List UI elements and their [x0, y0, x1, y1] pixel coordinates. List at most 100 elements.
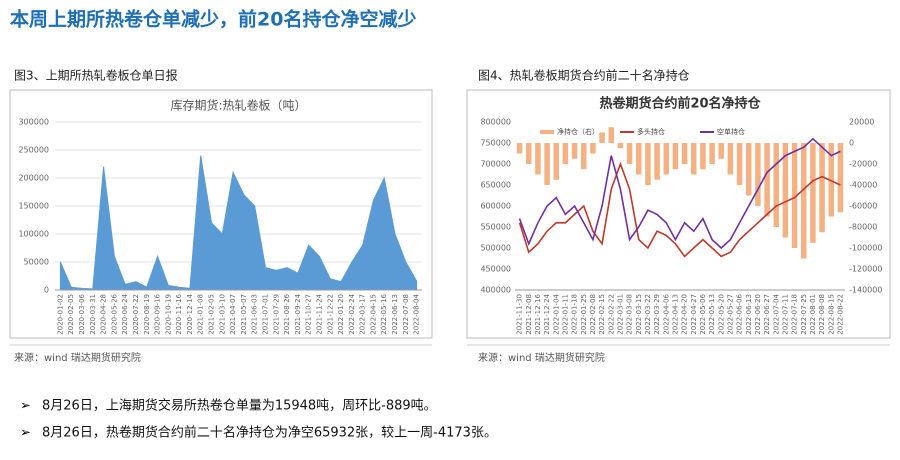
x-tick-label: 2020-06-24	[121, 293, 129, 334]
x-tick-label: 2022-01-20	[337, 294, 345, 335]
bar	[544, 143, 550, 185]
x-tick-label: 2020-05-26	[110, 293, 118, 334]
legend-label: 空单持仓	[717, 127, 745, 136]
x-tick-label: 2022-08-22	[836, 294, 844, 335]
x-tick-label: 2020-01-02	[56, 294, 64, 335]
figure-caption: 图4、热轧卷板期货合约前二十名净持仓	[478, 68, 690, 83]
x-tick-label: 2022-04-13	[671, 294, 679, 335]
bar	[626, 143, 633, 164]
bar	[718, 143, 724, 159]
x-tick-label: 2022-05-06	[699, 293, 707, 334]
x-tick-label: 2022-04-06	[662, 293, 670, 334]
bullet-icon: ➢	[20, 399, 31, 414]
bar	[526, 143, 532, 164]
bar	[590, 143, 596, 154]
bar	[672, 143, 679, 170]
y-tick-label: 500000	[480, 244, 511, 253]
x-tick-label: 2022-06-27	[763, 294, 771, 335]
x-tick-label: 2022-07-18	[791, 294, 799, 335]
source: 来源：wind 瑞达期货研究院	[478, 351, 605, 364]
x-tick-label: 2020-12-14	[186, 293, 194, 334]
x-tick-label: 2022-01-25	[580, 294, 588, 335]
x-tick-label: 2022-03-01	[616, 294, 624, 335]
y-tick-label: 0	[44, 286, 49, 295]
x-tick-label: 2021-11-30	[516, 294, 524, 335]
bar	[819, 143, 825, 233]
x-tick-label: 2022-05-20	[717, 294, 725, 335]
x-tick-label: 2022-02-15	[598, 294, 606, 335]
x-tick-label: 2022-07-11	[781, 294, 789, 335]
bar	[663, 143, 669, 175]
bar	[746, 143, 752, 196]
y-tick-label: 600000	[480, 202, 511, 211]
x-tick-label: 2022-08-08	[818, 294, 826, 335]
y-tick-label: 300000	[18, 118, 49, 127]
x-tick-label: 2020-07-22	[132, 294, 140, 335]
x-tick-label: 2022-02-08	[589, 294, 597, 335]
x-tick-label: 2022-02-24	[348, 293, 356, 334]
x-tick-label: 2022-04-20	[681, 294, 689, 335]
x-tick-label: 2022-05-13	[708, 294, 716, 335]
bar	[617, 143, 624, 149]
chart-frame	[9, 89, 433, 339]
x-tick-label: 2020-03-31	[89, 294, 97, 335]
x-tick-label: 2022-06-20	[754, 294, 762, 335]
x-tick-label: 2020-02-05	[67, 294, 75, 335]
bar	[562, 143, 569, 164]
x-tick-label: 2021-09-24	[294, 293, 302, 334]
x-tick-label: 2021-04-07	[229, 294, 237, 335]
chart-title: 库存期货:热轧卷板（吨）	[170, 98, 306, 113]
x-tick-label: 2020-11-16	[175, 293, 183, 334]
bar	[700, 143, 706, 170]
bar	[654, 143, 660, 180]
bar	[791, 143, 798, 248]
bar	[709, 143, 715, 164]
x-tick-label: 2020-09-16	[154, 293, 162, 334]
bar	[636, 143, 642, 175]
x-tick-label: 2020-10-19	[164, 294, 172, 335]
bar	[691, 143, 697, 175]
bar	[645, 143, 651, 185]
x-tick-label: 2022-07-25	[800, 294, 808, 335]
x-tick-label: 2021-10-27	[305, 294, 313, 335]
bar	[810, 143, 816, 243]
bar	[755, 143, 761, 206]
y-tick-label: -120000	[849, 265, 882, 274]
x-tick-label: 2022-05-27	[726, 294, 734, 335]
x-tick-label: 2022-03-08	[626, 294, 634, 335]
bar	[599, 132, 605, 143]
y-tick-label: 550000	[480, 223, 511, 232]
x-tick-label: 2020-08-19	[143, 294, 151, 335]
x-tick-label: 2022-07-08	[402, 294, 410, 335]
figure-caption: 图3、上期所热轧卷板仓单日报	[14, 68, 178, 83]
bar	[571, 143, 578, 159]
bullet: 8月26日，上海期货交易所热卷仓单量为15948吨，周环比-889吨。	[42, 398, 437, 414]
bar	[773, 143, 779, 227]
x-tick-label: 2022-01-11	[561, 294, 569, 335]
x-tick-label: 2021-02-05	[208, 294, 216, 335]
bar	[516, 143, 523, 154]
y-tick-label: 750000	[480, 139, 511, 148]
y-tick-label: -60000	[849, 202, 877, 211]
x-tick-label: 2022-04-15	[369, 294, 377, 335]
x-tick-label: 2020-04-28	[100, 294, 108, 335]
y-tick-label: -80000	[849, 223, 877, 232]
y-tick-label: -20000	[849, 160, 877, 169]
x-tick-label: 2022-06-13	[745, 294, 753, 335]
x-tick-label: 2022-06-13	[391, 294, 399, 335]
legend-label: 净持仓（右）	[557, 127, 599, 136]
x-tick-label: 2022-06-06	[736, 293, 744, 334]
y-tick-label: 150000	[18, 202, 49, 211]
line	[518, 161, 841, 258]
x-tick-label: 2022-03-29	[653, 294, 661, 335]
x-tick-label: 2021-01-08	[197, 294, 205, 335]
bar	[681, 143, 688, 164]
bar	[608, 127, 614, 143]
bar	[782, 143, 789, 238]
x-tick-label: 2022-01-18	[571, 294, 579, 335]
bar	[837, 143, 844, 213]
x-tick-label: 2021-03-10	[218, 294, 226, 335]
x-tick-label: 2021-07-29	[272, 294, 280, 335]
x-tick-label: 2021-12-16	[534, 293, 542, 334]
